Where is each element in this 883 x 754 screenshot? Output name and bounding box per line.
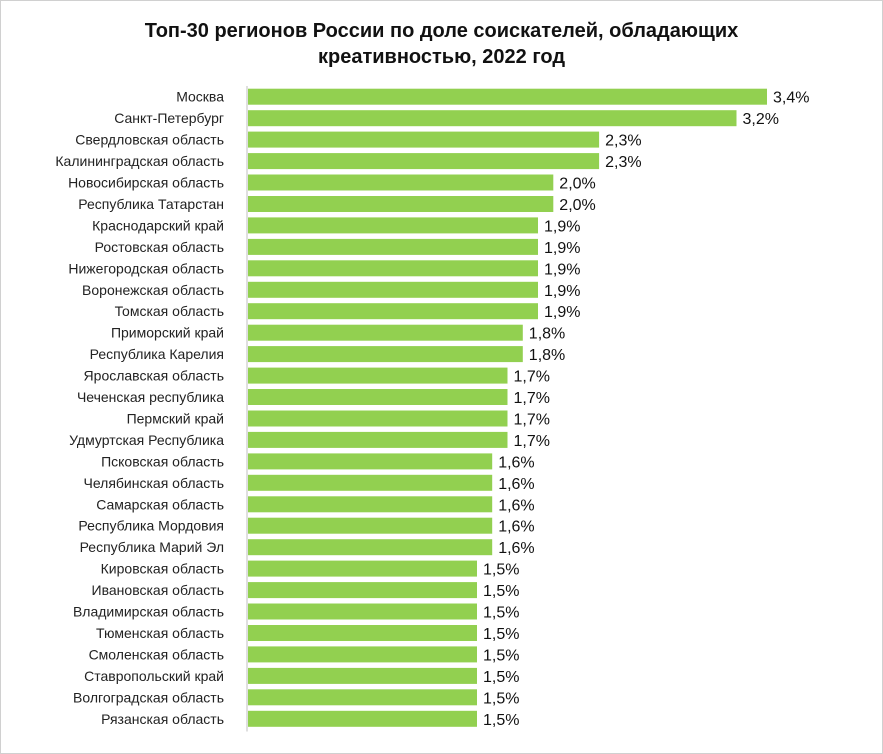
category-label: Ростовская область — [95, 239, 224, 255]
value-label: 1,6% — [498, 454, 534, 471]
bar — [248, 539, 493, 556]
category-label: Республика Карелия — [90, 346, 224, 362]
value-label: 1,9% — [544, 240, 580, 257]
value-label: 1,6% — [498, 476, 534, 493]
bar — [248, 453, 493, 470]
bar — [248, 496, 493, 513]
value-label: 1,6% — [498, 519, 534, 536]
category-label: Волгоградская область — [73, 689, 224, 705]
value-label: 1,5% — [483, 605, 519, 622]
value-label: 1,7% — [514, 433, 550, 450]
bar — [248, 646, 477, 663]
value-label: 1,5% — [483, 690, 519, 707]
bar — [248, 324, 523, 341]
bar — [248, 603, 477, 620]
bar — [248, 153, 600, 170]
value-label: 1,9% — [544, 261, 580, 278]
bar — [248, 238, 538, 255]
category-label: Республика Мордовия — [78, 518, 224, 534]
value-label: 1,5% — [483, 712, 519, 729]
bar — [248, 431, 508, 448]
bar — [248, 217, 538, 234]
chart-title: Топ-30 регионов России по доле соискател… — [0, 18, 883, 70]
category-label: Нижегородская область — [68, 260, 224, 276]
category-label: Новосибирская область — [68, 175, 224, 191]
bar — [248, 281, 538, 298]
category-label: Калининградская область — [55, 153, 224, 169]
value-label: 1,8% — [529, 326, 565, 343]
bar — [248, 625, 477, 641]
bar — [248, 517, 493, 534]
value-label: 1,5% — [483, 562, 519, 579]
value-label: 2,3% — [605, 154, 641, 171]
bar — [248, 260, 538, 277]
value-label: 1,5% — [483, 583, 519, 600]
category-label: Воронежская область — [82, 282, 224, 298]
category-label: Санкт-Петербург — [114, 110, 224, 126]
bar — [248, 582, 477, 599]
bar — [248, 667, 477, 684]
category-label: Челябинская область — [84, 475, 225, 491]
category-label: Рязанская область — [101, 711, 224, 727]
category-label: Республика Марий Эл — [80, 539, 224, 555]
category-label: Пермский край — [127, 411, 224, 427]
value-label: 1,5% — [483, 626, 519, 643]
bar — [248, 346, 523, 363]
category-label: Краснодарский край — [92, 217, 224, 233]
value-label: 1,6% — [498, 540, 534, 557]
category-label: Чеченская республика — [77, 389, 224, 405]
value-label: 1,9% — [544, 218, 580, 235]
value-label: 1,9% — [544, 304, 580, 321]
bar — [248, 710, 477, 727]
value-label: 2,0% — [559, 197, 595, 214]
value-label: 1,7% — [514, 369, 550, 386]
value-label: 1,5% — [483, 669, 519, 686]
category-label: Тюменская область — [96, 625, 224, 641]
value-label: 1,7% — [514, 412, 550, 429]
bar — [248, 88, 767, 105]
category-label: Псковская область — [101, 453, 224, 469]
value-label: 2,0% — [559, 176, 595, 193]
bar — [248, 174, 554, 191]
value-label: 3,4% — [773, 90, 809, 107]
value-label: 2,3% — [605, 133, 641, 150]
value-label: 1,5% — [483, 647, 519, 664]
bar — [248, 689, 477, 706]
bar — [248, 410, 508, 427]
category-label: Свердловская область — [75, 132, 224, 148]
category-label: Самарская область — [96, 496, 224, 512]
category-label: Ивановская область — [92, 582, 224, 598]
value-label: 1,9% — [544, 283, 580, 300]
value-label: 1,6% — [498, 497, 534, 514]
bar — [248, 110, 737, 127]
bar — [248, 560, 477, 577]
category-label: Удмуртская Республика — [69, 432, 224, 448]
bar — [248, 367, 508, 384]
category-label: Смоленская область — [89, 646, 224, 662]
bar — [248, 303, 538, 320]
bar — [248, 196, 554, 212]
category-label: Кировская область — [101, 561, 224, 577]
category-label: Республика Татарстан — [78, 196, 224, 212]
chart-title-line-2: креативностью, 2022 год — [317, 46, 566, 68]
category-label: Ярославская область — [84, 368, 224, 384]
bar — [248, 131, 600, 148]
value-label: 1,7% — [514, 390, 550, 407]
value-label: 3,2% — [743, 111, 779, 128]
chart-title-line-1: Топ-30 регионов России по доле соискател… — [144, 20, 739, 42]
category-label: Приморский край — [111, 325, 224, 341]
category-label: Владимирская область — [73, 604, 224, 620]
category-label: Томская область — [115, 303, 224, 319]
category-label: Ставропольский край — [84, 668, 224, 684]
bar — [248, 474, 493, 491]
category-label: Москва — [176, 89, 224, 105]
value-label: 1,8% — [529, 347, 565, 364]
bar — [248, 389, 508, 405]
